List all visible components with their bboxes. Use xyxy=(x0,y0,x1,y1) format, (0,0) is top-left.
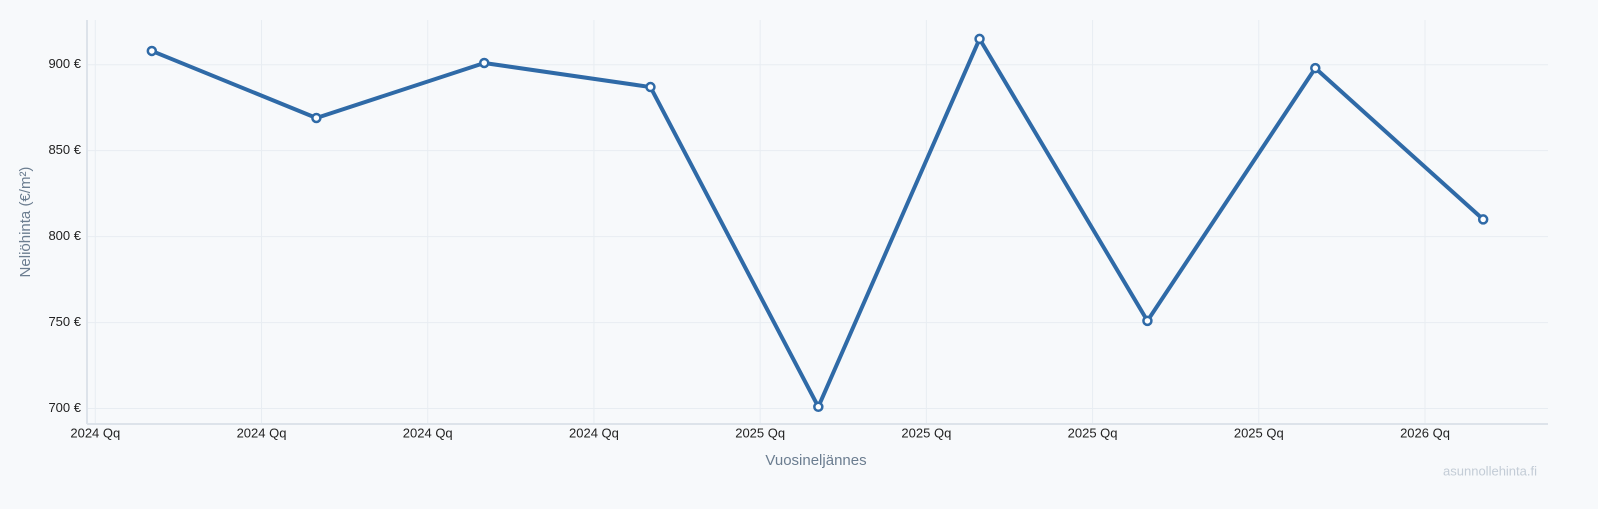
x-tick-label: 2024 Qq xyxy=(569,425,619,440)
y-tick-label: 700 € xyxy=(48,400,81,415)
y-tick-label: 750 € xyxy=(48,314,81,329)
point xyxy=(974,33,985,45)
x-tick-label: 2025 Qq xyxy=(735,425,785,440)
watermark: asunnollehinta.fi xyxy=(1443,463,1537,478)
y-tick-label: 850 € xyxy=(48,142,81,157)
y-tick-label: 900 € xyxy=(48,56,81,71)
point xyxy=(311,112,322,124)
x-tick-label: 2024 Qq xyxy=(403,425,453,440)
x-tick-label: 2024 Qq xyxy=(237,425,287,440)
y-tick-label: 800 € xyxy=(48,228,81,243)
point xyxy=(478,57,490,69)
x-tick-label: 2025 Qq xyxy=(1234,425,1284,440)
x-tick-label: 2024 Qq xyxy=(70,425,120,440)
x-tick-label: 2025 Qq xyxy=(901,425,951,440)
x-axis-title: Vuosineljännes xyxy=(765,452,866,469)
point xyxy=(146,45,158,57)
point xyxy=(1142,315,1153,327)
y-axis-title: Neliöhinta (€/m²) xyxy=(17,167,34,278)
point xyxy=(1477,214,1489,225)
x-tick-label: 2026 Qq xyxy=(1400,425,1450,440)
point xyxy=(1310,62,1321,74)
x-tick-label: 2025 Qq xyxy=(1068,425,1118,440)
point xyxy=(645,81,656,93)
point xyxy=(813,401,824,413)
